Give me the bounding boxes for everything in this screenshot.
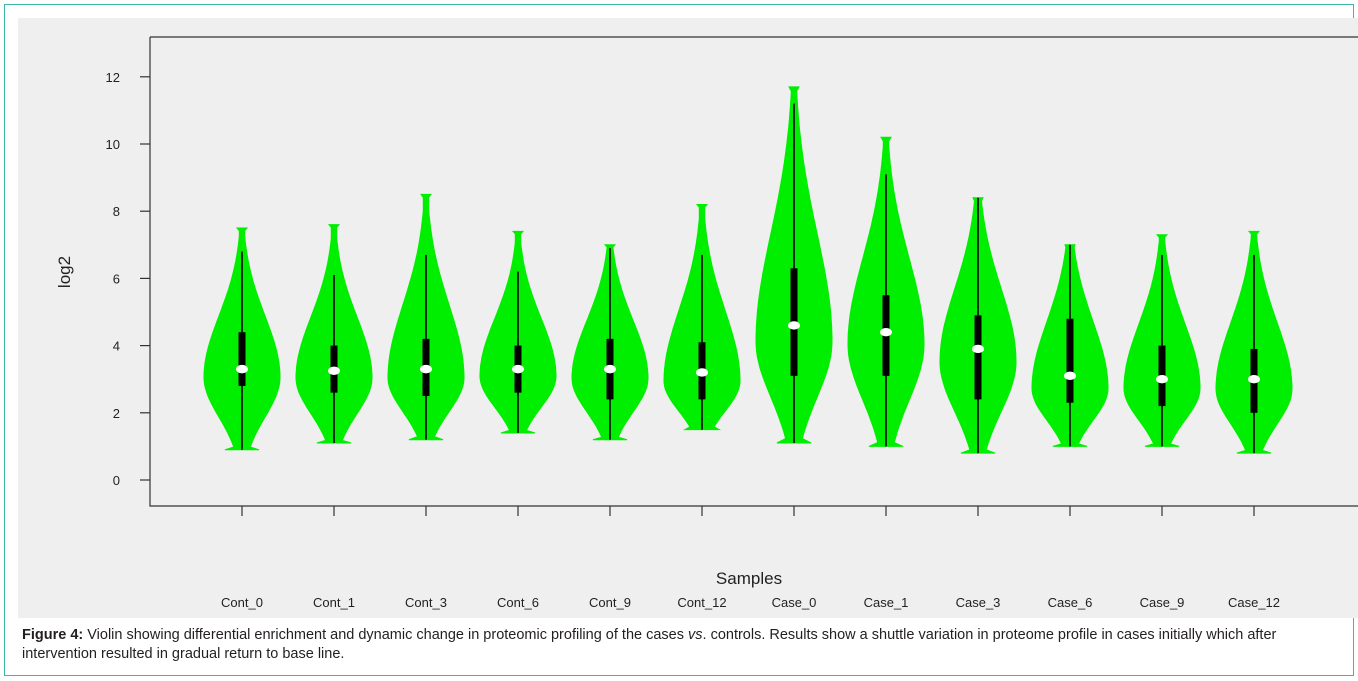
caption-text-2: . controls. Results show a shuttle varia… [22, 627, 1277, 662]
violin-cont-6 [479, 230, 557, 434]
violin-median-dot [1156, 375, 1168, 384]
violin-case-0 [755, 86, 833, 444]
violin-cont-3 [387, 193, 465, 441]
caption-text-1: Violin showing differential enrichment a… [83, 627, 689, 643]
violin-iqr-box [1066, 318, 1074, 403]
y-tick-label: 8 [113, 204, 120, 219]
violin-cont-12 [663, 204, 741, 431]
caption-italic: vs [688, 627, 703, 643]
violin-chart: 0 2 4 6 8 10 12 Cont_0 Cont_1 Cont_3 Cont_6 Cont_9… [55, 36, 1358, 610]
x-category-label: Case_9 [1140, 595, 1185, 610]
x-category-label: Cont_9 [589, 595, 631, 610]
violin-case-6 [1031, 244, 1109, 447]
violin-median-dot [328, 366, 340, 375]
y-tick-label: 0 [113, 473, 120, 488]
y-axis-title: log2 [55, 256, 74, 288]
violin-median-dot [604, 364, 616, 374]
violin-cont-0 [203, 227, 281, 451]
x-category-label: Cont_3 [405, 595, 447, 610]
violin-iqr-box [238, 332, 246, 386]
plot-border [149, 36, 1358, 507]
violin-median-dot [1064, 371, 1076, 381]
violin-median-dot [236, 364, 248, 374]
violin-median-dot [972, 344, 984, 354]
x-category-label: Case_6 [1048, 595, 1093, 610]
y-tick-label: 6 [113, 271, 120, 286]
violin-iqr-box [974, 315, 982, 400]
violin-case-3 [939, 197, 1017, 454]
y-tick-label: 10 [106, 137, 120, 152]
x-category-label: Cont_12 [677, 595, 726, 610]
x-axis-title: Samples [716, 569, 782, 588]
x-category-label: Case_0 [772, 595, 817, 610]
x-category-label: Case_1 [864, 595, 909, 610]
violin-median-dot [696, 368, 708, 377]
caption-label: Figure 4: [22, 627, 84, 643]
y-tick-label: 12 [106, 70, 120, 85]
violin-median-dot [420, 364, 432, 374]
violin-median-dot [1248, 375, 1260, 384]
figure-caption: Figure 4: Violin showing differential en… [22, 626, 1342, 664]
violin-cont-9 [571, 244, 649, 441]
x-category-label: Cont_0 [221, 595, 263, 610]
y-tick-label: 4 [113, 339, 120, 354]
violin-median-dot [788, 321, 800, 330]
violin-case-1 [847, 136, 925, 447]
y-tick-label: 2 [113, 406, 120, 421]
x-category-label: Case_3 [956, 595, 1001, 610]
violin-case-9 [1123, 234, 1201, 447]
x-category-label: Case_12 [1228, 595, 1280, 610]
x-category-label: Cont_1 [313, 595, 355, 610]
x-category-label: Cont_6 [497, 595, 539, 610]
violin-case-12 [1215, 230, 1293, 454]
violin-median-dot [880, 327, 892, 337]
violin-median-dot [512, 364, 524, 374]
violin-cont-1 [295, 224, 373, 444]
